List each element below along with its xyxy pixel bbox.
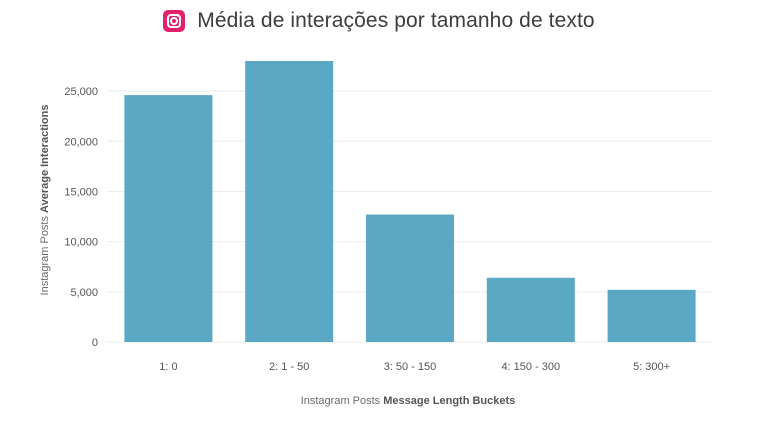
y-axis-title: Instagram Posts Average Interactions [39, 105, 51, 296]
y-tick-label: 10,000 [64, 237, 98, 249]
x-tick-label: 2: 1 - 50 [269, 361, 309, 373]
bar [607, 289, 696, 342]
bar [124, 95, 213, 342]
bar [366, 214, 454, 342]
instagram-icon [163, 10, 186, 32]
bar [245, 61, 334, 342]
x-tick-label: 5: 300+ [633, 361, 670, 373]
y-tick-label: 15,000 [64, 186, 98, 198]
x-axis-title: Instagram Posts Message Length Buckets [301, 395, 516, 407]
x-tick-label: 4: 150 - 300 [501, 361, 560, 373]
y-tick-label: 25,000 [64, 86, 98, 98]
y-tick-label: 5,000 [70, 287, 98, 299]
y-tick-label: 20,000 [64, 136, 98, 148]
chart-title: Média de interações por tamanho de texto [197, 9, 595, 32]
y-tick-labels: 0 5,000 10,000 15,000 20,000 25,000 [64, 86, 98, 349]
bar [486, 277, 575, 342]
x-tick-label: 3: 50 - 150 [384, 361, 437, 373]
y-tick-label: 0 [92, 337, 98, 349]
x-tick-label: 1: 0 [159, 361, 177, 373]
chart-title-row: Média de interações por tamanho de texto [0, 6, 758, 36]
bars [124, 61, 696, 342]
x-tick-labels: 1: 0 2: 1 - 50 3: 50 - 150 4: 150 - 300 5: 3… [159, 361, 670, 373]
